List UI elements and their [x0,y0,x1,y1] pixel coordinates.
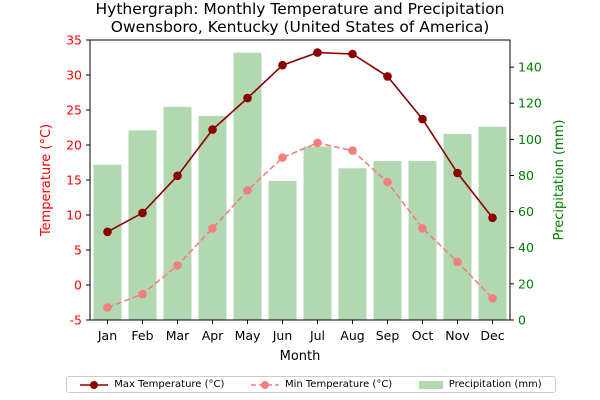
left-tick-label: -5 [70,313,82,328]
min-temp-point-feb [138,289,147,299]
legend: Max Temperature (°C) Min Temperature (°C… [66,376,556,393]
left-tick-label: 0 [74,278,82,293]
left-tick-label: 30 [66,68,82,83]
precip-bar-jul [303,146,332,320]
max-temp-point-nov [453,168,462,178]
max-temp-point-sep [383,72,392,81]
x-tick-label: Dec [480,328,504,343]
left-tick-label: 35 [66,33,82,48]
left-tick-label: 25 [66,103,82,118]
precip-bar-feb [128,130,157,320]
min-temp-point-apr [208,224,217,233]
legend-item-max: Max Temperature (°C) [80,379,224,390]
min-temp-point-oct [418,224,427,233]
x-tick-label: Aug [340,328,364,343]
chart-title-line2: Owensboro, Kentucky (United States of Am… [110,18,490,36]
min-temp-point-nov [453,257,462,267]
precip-bar-oct [408,161,437,320]
max-temp-point-jan [103,227,112,237]
precip-bar-jan [93,164,122,320]
left-tick-label: 15 [66,173,82,188]
x-tick-label: Feb [131,328,153,343]
left-tick-label: 10 [66,208,82,223]
min-temp-point-jun [278,153,287,162]
x-tick-label: Apr [202,328,224,343]
precip-bar-mar [163,106,192,320]
precip-bar-dec [478,126,507,320]
right-axis-label: Precipitation (mm) [552,120,567,241]
axes: -5 0 5 10 15 20 25 30 35 0 20 40 60 80 100 120 140 Jan Feb… [66,33,542,344]
legend-label-min: Min Temperature (°C) [284,379,393,390]
max-temp-line [107,51,494,233]
x-tick-label: Mar [166,328,190,343]
min-temp-legend-icon [250,380,279,389]
x-tick-label: Sep [376,328,400,343]
x-tick-label: Jan [97,328,117,343]
max-temp-point-jun [278,60,287,70]
min-temp-point-jan [103,303,112,312]
right-tick-label: 120 [518,96,542,111]
x-tick-label: Nov [445,328,470,343]
min-temp-point-aug [348,146,357,155]
left-tick-label: 20 [66,138,82,153]
max-temp-point-jul [313,48,322,57]
right-tick-label: 60 [518,204,534,219]
precip-bar-aug [338,168,367,320]
max-temp-point-feb [138,208,147,218]
x-axis-label: Month [280,349,321,364]
right-tick-label: 40 [518,240,534,255]
precip-bar-nov [443,133,472,320]
precip-bar-sep [373,161,402,320]
precip-bar-jun [268,180,297,320]
precipitation-bars [93,52,507,320]
right-tick-label: 100 [518,132,542,147]
min-temp-point-mar [173,261,182,270]
x-tick-label: Jun [272,328,293,343]
x-tick-label: Jul [309,328,325,343]
max-temp-point-apr [208,125,217,134]
max-temp-point-may [243,93,252,103]
max-temp-legend-icon [80,380,109,389]
legend-item-min: Min Temperature (°C) [250,379,393,390]
left-tick-label: 5 [74,243,82,258]
max-temp-point-dec [488,213,497,223]
chart-title-line1: Hythergraph: Monthly Temperature and Pre… [95,0,505,18]
x-tick-label: May [235,328,261,343]
min-temp-point-dec [488,294,497,303]
right-tick-label: 80 [518,168,534,183]
min-temp-point-may [243,186,252,195]
min-temp-line [107,142,494,309]
legend-label-max: Max Temperature (°C) [114,379,225,390]
precip-legend-icon [418,380,443,389]
right-tick-label: 140 [518,60,542,75]
temperature-lines [103,48,497,312]
legend-label-precip: Precipitation (mm) [448,379,542,390]
right-tick-label: 0 [518,313,526,328]
min-temp-point-jul [313,138,322,148]
right-tick-label: 20 [518,276,534,291]
x-tick-label: Oct [412,328,434,343]
min-temp-point-sep [383,177,392,187]
max-temp-point-oct [418,114,427,124]
left-axis-label: Temperature (°C) [39,124,54,237]
max-temp-point-aug [348,49,357,59]
max-temp-point-mar [173,171,182,181]
legend-item-precip: Precipitation (mm) [418,379,542,390]
